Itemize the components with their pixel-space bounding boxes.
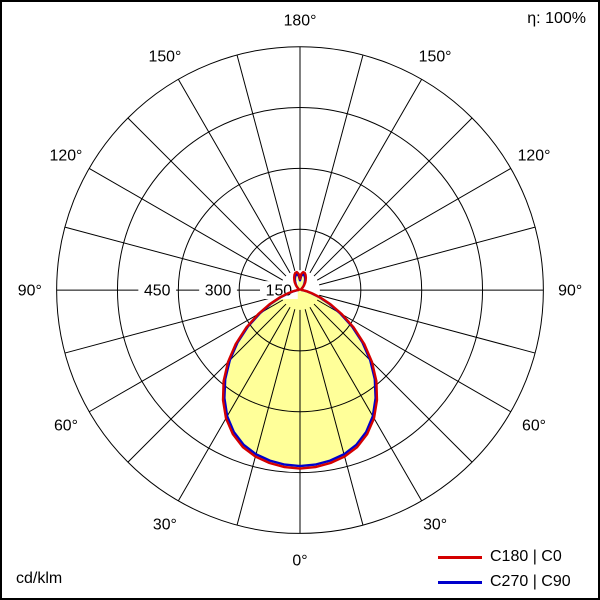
grid-ray bbox=[319, 226, 536, 286]
angle-label: 120° bbox=[518, 147, 551, 164]
angle-label: 60° bbox=[54, 418, 78, 435]
radial-tick-label: 450 bbox=[144, 283, 171, 300]
grid-ray bbox=[177, 307, 291, 502]
grid-ray bbox=[316, 299, 512, 413]
efficiency-label: η: 100% bbox=[527, 10, 586, 27]
grid-ray bbox=[313, 117, 473, 277]
grid-ray bbox=[236, 54, 296, 272]
radial-tick-label-bg bbox=[199, 281, 237, 300]
legend-label-c180-c0: C180 | C0 bbox=[490, 548, 562, 565]
grid-ray bbox=[319, 294, 536, 354]
angle-label: 150° bbox=[148, 49, 181, 66]
grid-ray bbox=[127, 117, 287, 277]
grid-circle bbox=[177, 167, 423, 413]
grid-ray bbox=[304, 54, 364, 272]
legend: C180 | C0 C270 | C90 bbox=[438, 548, 588, 591]
legend-item-c270-c90: C270 | C90 bbox=[438, 573, 588, 591]
angle-label: 180° bbox=[284, 12, 317, 29]
grid-ray bbox=[313, 303, 473, 463]
grid-ray bbox=[316, 167, 512, 281]
grid-ray bbox=[88, 299, 284, 413]
angle-label: 60° bbox=[522, 418, 546, 435]
grid-circle bbox=[238, 228, 362, 352]
angle-label: 0° bbox=[292, 553, 307, 570]
radial-tick-label: 300 bbox=[205, 283, 232, 300]
angle-label: 120° bbox=[50, 147, 83, 164]
grid-ray bbox=[304, 309, 364, 526]
grid-circle bbox=[56, 46, 544, 534]
grid-ray bbox=[309, 79, 423, 274]
curve-c180-c0 bbox=[221, 270, 379, 470]
grid-ray bbox=[236, 309, 296, 526]
angle-label: 90° bbox=[18, 283, 42, 300]
angle-label: 150° bbox=[419, 49, 452, 66]
legend-item-c180-c0: C180 | C0 bbox=[438, 548, 588, 566]
legend-line-blue bbox=[438, 580, 482, 584]
angle-label: 30° bbox=[423, 517, 447, 534]
grid-ray bbox=[64, 294, 281, 354]
legend-line-red bbox=[438, 555, 482, 559]
grid-ray bbox=[177, 79, 291, 274]
radial-tick-label-bg bbox=[138, 281, 177, 300]
unit-label: cd/klm bbox=[16, 570, 63, 587]
legend-label-c270-c90: C270 | C90 bbox=[490, 573, 571, 590]
grid-ray bbox=[309, 307, 423, 502]
grid-ray bbox=[127, 303, 287, 463]
grid-circle bbox=[116, 107, 484, 474]
grid-ray bbox=[88, 167, 284, 281]
angle-label: 90° bbox=[558, 283, 582, 300]
grid-ray bbox=[64, 226, 281, 286]
angle-label: 30° bbox=[153, 517, 177, 534]
